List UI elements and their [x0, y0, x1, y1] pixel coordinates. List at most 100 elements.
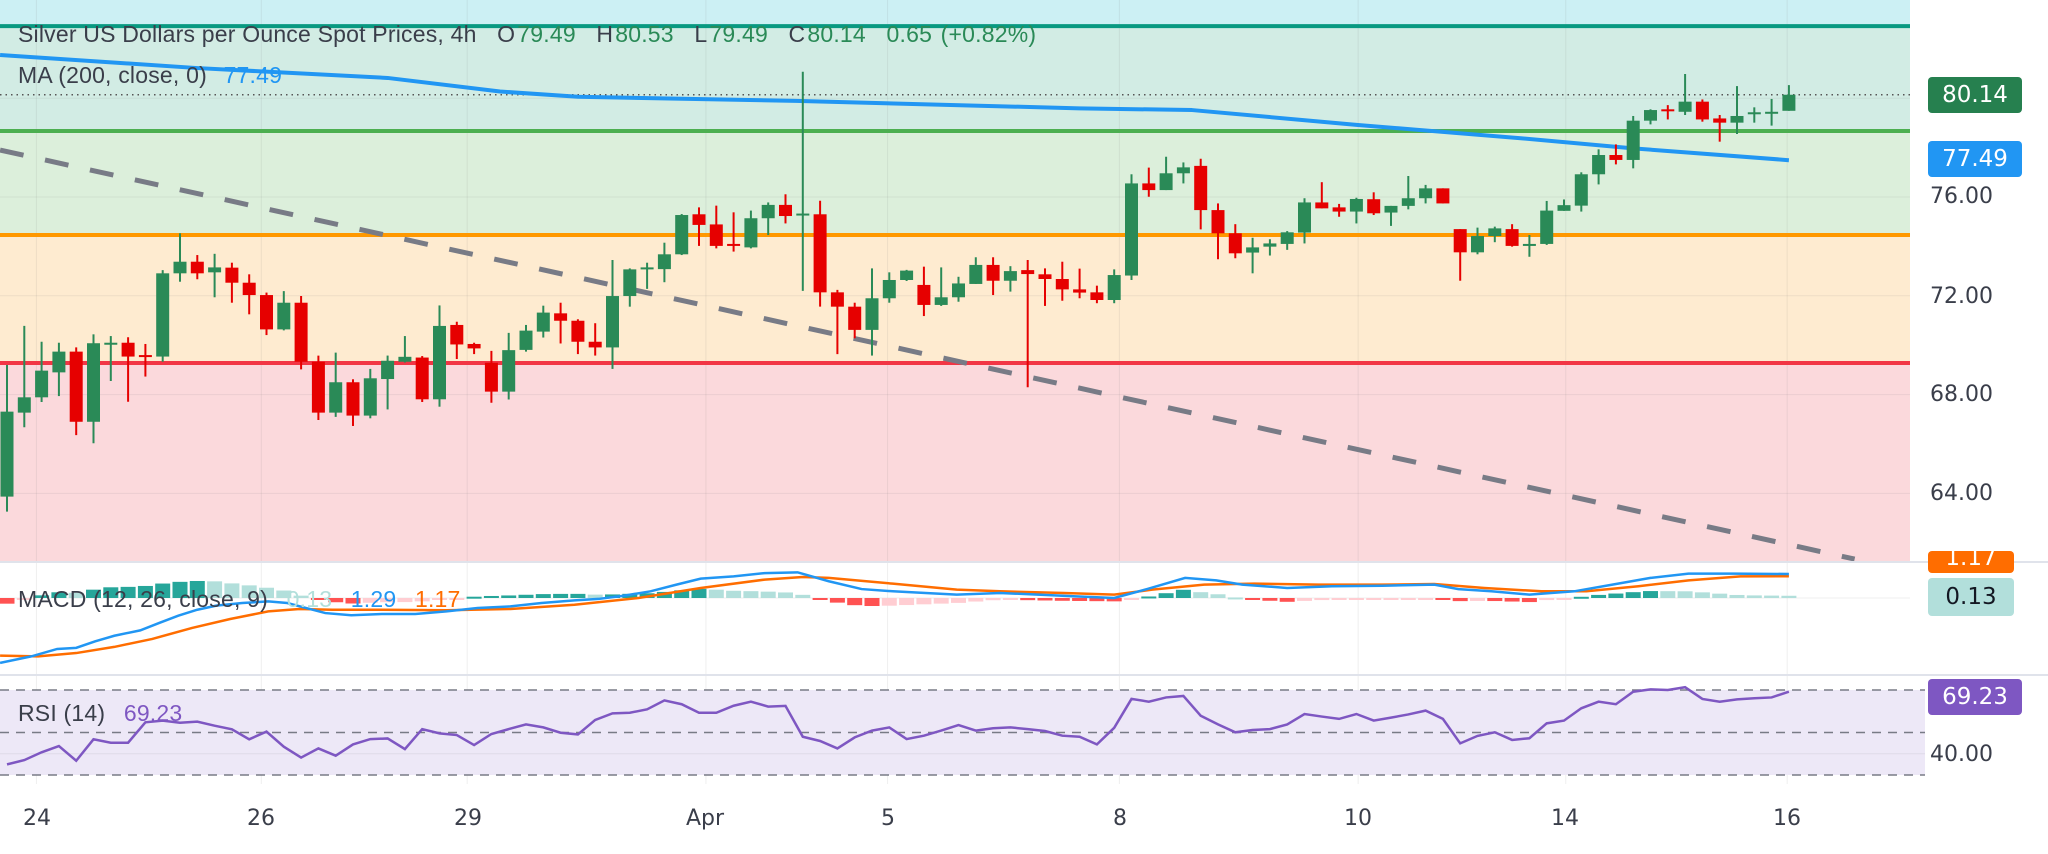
- macd-histogram-bar: [1227, 597, 1243, 600]
- candle-up: [1349, 198, 1363, 212]
- ma200-polyline: [0, 52, 1790, 163]
- candle-up: [536, 312, 550, 332]
- macd-histogram-bar: [691, 588, 707, 598]
- candle-up: [0, 411, 14, 497]
- macd-histogram-bar: [1072, 598, 1088, 601]
- candle-down: [1436, 188, 1450, 204]
- macd-histogram-bar: [1487, 598, 1503, 602]
- macd-histogram-bar: [570, 593, 586, 598]
- macd-histogram-bar: [968, 598, 984, 602]
- macd-histogram-bar: [51, 592, 67, 598]
- macd-histogram-bar: [518, 594, 534, 598]
- candle-down: [1332, 207, 1346, 212]
- macd-histogram-bar: [380, 598, 396, 603]
- change-value: 0.65: [886, 21, 933, 47]
- ma-legend[interactable]: MA (200, close, 0) 77.49: [18, 62, 284, 89]
- macd-histogram-bar: [1210, 594, 1226, 598]
- macd-histogram-bar: [1383, 598, 1399, 600]
- ma-legend-value: 77.49: [223, 62, 283, 88]
- high-label: H: [596, 21, 614, 47]
- candle-up: [934, 297, 948, 305]
- macd-histogram-bar: [0, 598, 15, 604]
- candle-down: [415, 357, 429, 400]
- macd-histogram-bar: [899, 598, 915, 606]
- macd-histogram-bar: [1002, 598, 1018, 600]
- candle-down: [1453, 229, 1467, 253]
- price-tick: 76.00: [1930, 184, 1993, 209]
- last-price-tag: 80.14: [1928, 77, 2022, 113]
- macd-histogram-bar: [1348, 598, 1364, 600]
- ma-legend-label: MA (200, close, 0): [18, 62, 207, 88]
- candle-down: [467, 343, 481, 349]
- close-label: C: [788, 21, 806, 47]
- trendline-dashed: [0, 147, 1856, 562]
- candle-down: [1505, 229, 1519, 246]
- price-zone: [0, 235, 1910, 363]
- candle-up: [744, 218, 758, 248]
- macd-histogram-bar: [1677, 591, 1693, 598]
- macd-histogram-bar: [985, 598, 1001, 601]
- rsi-legend-value: 69.23: [123, 700, 183, 726]
- macd-histogram-bar: [1314, 598, 1330, 601]
- candle-up: [156, 273, 170, 357]
- macd-histogram-bar: [1712, 593, 1728, 598]
- candle-up: [1280, 232, 1294, 244]
- candle-up: [1246, 247, 1260, 253]
- x-tick: 8: [1113, 806, 1127, 831]
- macd-histogram-bar: [1521, 598, 1537, 603]
- candle-up: [606, 296, 619, 348]
- candle-down: [346, 382, 360, 416]
- candle-down: [190, 261, 204, 274]
- macd-histogram-bar: [1106, 598, 1122, 602]
- candle-down: [1142, 183, 1156, 191]
- candle-up: [1574, 174, 1588, 206]
- candle-up: [104, 342, 118, 345]
- candle-down: [1073, 289, 1087, 293]
- trendline: [0, 147, 1856, 562]
- candle-up: [381, 360, 395, 380]
- candle-down: [1695, 101, 1709, 120]
- macd-histogram-bar: [778, 592, 793, 598]
- macd-histogram-bar: [812, 598, 828, 600]
- macd-histogram-bar: [1746, 595, 1762, 598]
- macd-histogram-bar: [16, 598, 32, 600]
- macd-histogram-bar: [241, 585, 257, 598]
- macd-histogram-bar: [674, 590, 690, 598]
- candles: [0, 71, 1796, 512]
- macd-histogram-bar: [1141, 596, 1157, 599]
- candle-down: [1713, 118, 1727, 123]
- candle-up: [173, 261, 187, 274]
- macd-histogram-bar: [1660, 591, 1676, 598]
- candle-up: [796, 213, 810, 216]
- macd-histogram-bar: [1279, 598, 1295, 602]
- macd-histogram-bar: [1556, 598, 1572, 600]
- ma-value-tag: 77.49: [1928, 141, 2022, 177]
- x-tick: Apr: [685, 806, 725, 831]
- price-zones: [0, 0, 1910, 562]
- macd-signal-tag: 1.17: [1928, 551, 2014, 573]
- candle-down: [1055, 279, 1069, 290]
- macd-histogram-bar: [726, 590, 742, 598]
- macd-legend[interactable]: MACD (12, 26, close, 9) 0.13 1.29 1.17: [18, 586, 463, 613]
- candle-up: [398, 356, 412, 362]
- candle-down: [225, 267, 239, 283]
- macd-histogram-bar: [362, 598, 378, 603]
- rsi-value-tag: 69.23: [1928, 679, 2022, 715]
- macd-histogram-bar: [189, 580, 205, 598]
- candle-up: [1765, 111, 1779, 114]
- macd-histogram-bar: [449, 598, 465, 600]
- macd-histogram-bar: [293, 595, 309, 598]
- candle-down: [554, 313, 568, 321]
- macd-histogram-bar: [553, 593, 569, 598]
- candle-down: [260, 295, 273, 330]
- candle-down: [779, 204, 792, 217]
- x-tick: 5: [881, 806, 895, 831]
- macd-histogram-bar: [1054, 598, 1070, 601]
- macd-histogram-bar: [760, 591, 776, 598]
- macd-histogram-bar: [1781, 595, 1797, 598]
- macd-histogram-bar: [1729, 594, 1745, 598]
- candle-up: [640, 267, 654, 270]
- x-tick: 14: [1551, 806, 1579, 831]
- rsi-legend[interactable]: RSI (14) 69.23: [18, 700, 184, 727]
